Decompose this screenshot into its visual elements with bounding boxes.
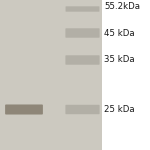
FancyBboxPatch shape <box>5 104 43 115</box>
FancyBboxPatch shape <box>65 55 100 65</box>
FancyBboxPatch shape <box>65 28 100 38</box>
FancyBboxPatch shape <box>66 6 99 12</box>
Text: 45 kDa: 45 kDa <box>104 28 135 38</box>
FancyBboxPatch shape <box>65 105 100 114</box>
Text: 55.2kDa: 55.2kDa <box>104 2 140 11</box>
Text: 25 kDa: 25 kDa <box>104 105 135 114</box>
Bar <box>0 0 102 150</box>
Text: 35 kDa: 35 kDa <box>104 56 135 64</box>
